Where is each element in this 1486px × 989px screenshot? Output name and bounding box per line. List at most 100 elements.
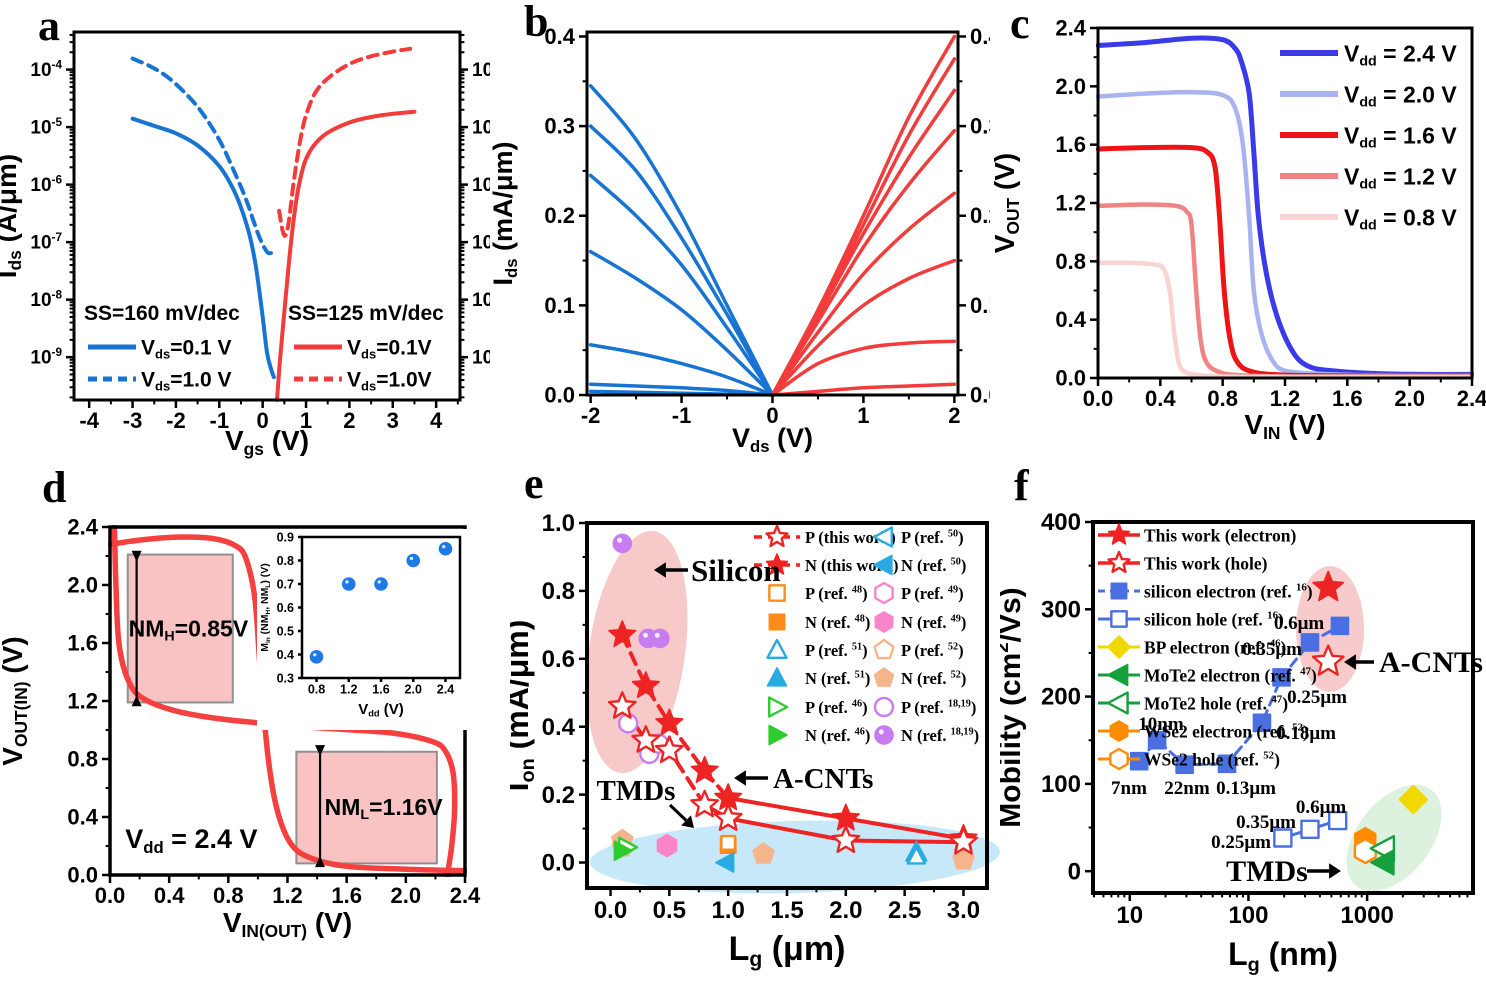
silicon-electron-ref-16-marker (1272, 668, 1291, 687)
series-p-output-1 (588, 84, 775, 397)
silicon-electron-ref-16-marker (1252, 713, 1272, 733)
x-axis-title: Vdd (V) (358, 701, 404, 719)
x-tick-label: 1.2 (1270, 386, 1301, 411)
y-axis-title: VOUT (V) (990, 153, 1023, 253)
y-tick-label: 0.7 (277, 577, 294, 591)
legend-label: WSe2 electron (ref. 52) (1144, 721, 1309, 741)
y-tick-label: 0.4 (1055, 307, 1086, 332)
y-tick-label: 10-7 (30, 231, 62, 254)
silicon-electron-ref-16-marker (1129, 751, 1149, 771)
legend-marker (1107, 635, 1131, 659)
annotation-arrow (1307, 863, 1341, 879)
annotation-arrow (734, 770, 768, 786)
x-tick-label: 0.8 (213, 883, 244, 908)
y-axis-title: Ids (mA/μm) (490, 141, 521, 285)
legend-label: MoTe2 hole (ref. 47) (1144, 693, 1288, 713)
legend-item: P (ref. 46) (768, 696, 868, 718)
legend-label: N (ref. 51) (805, 669, 870, 688)
series-p-branch-vds-1.0V (130, 56, 277, 256)
y-tick-label-right: 0.0 (970, 382, 990, 407)
series-silicon-electron-ref-16 (1129, 616, 1350, 774)
series-vtc-vdd-0.8 (1096, 260, 1474, 380)
x-tick-label: 2.5 (888, 897, 921, 924)
y-tick-label-right: 10-8 (472, 289, 490, 312)
legend-marker (1109, 747, 1129, 771)
x-axis-title: Lg (μm) (729, 930, 846, 971)
series-n-output-8 (770, 382, 957, 397)
legend-marker (1107, 663, 1129, 687)
legend-marker (873, 667, 895, 687)
legend-item: WSe2 hole (ref. 52) (1098, 747, 1280, 771)
N-this-work-marker (831, 803, 860, 831)
x-tick-label: 2.0 (829, 897, 862, 924)
legend-label: P (ref. 46) (805, 698, 868, 717)
annotation-text: A-CNTs (1379, 646, 1483, 679)
x-tick-label: -3 (123, 408, 143, 433)
legend-label: silicon electron (ref. 16) (1144, 581, 1313, 601)
annotation-text: NMH=0.85V (129, 616, 249, 645)
P-ref-48-marker (720, 834, 737, 851)
P-ref-18-19-marker (617, 713, 639, 734)
panel-f-chart: 10 100 1000 0 100 200 300 400 Lg (nm) Mobility (c… (1000, 509, 1483, 976)
annotation-text: Silicon (691, 553, 781, 588)
x-tick-label: 1.6 (372, 683, 389, 697)
legend-item: Vds=0.1 V (88, 337, 232, 361)
legend-item: This work (electron) (1098, 523, 1296, 545)
legend-label: BP electron (ref. 46) (1144, 637, 1287, 657)
y-tick-label: 0.1 (544, 293, 575, 318)
y-tick-label-right: 10-9 (472, 346, 490, 369)
annotation-text: 7nm (1111, 778, 1147, 799)
y-axis-title: Min (NMH, NML) (V) (259, 563, 272, 652)
x-tick-label: 2.4 (437, 683, 454, 697)
legend-label: P (ref. 51) (805, 641, 868, 660)
panel-e-letter: e (524, 459, 544, 508)
annotation-text: 0.6μm (1274, 613, 1325, 634)
legend-marker (765, 553, 789, 575)
y-tick-label: 0.0 (67, 862, 98, 887)
P-ref-51-marker (906, 846, 927, 865)
series-n-output-7 (770, 339, 957, 397)
y-tick-label: 1.6 (67, 630, 98, 655)
panel-b-chart: -2 -1 0 1 2 0.0 0.0 0.1 0.1 0.2 0.2 0.3 0.3 0.4 0.4 Vds… (490, 24, 990, 456)
series-n-output-4 (770, 128, 957, 397)
y-tick-label: 10-5 (30, 116, 62, 139)
y-tick-label: 0.4 (277, 648, 294, 662)
y-tick-label: 0.4 (544, 24, 575, 49)
x-tick-label: 0.8 (308, 683, 325, 697)
series-p-branch-vds-0.1V (130, 116, 276, 380)
annotation-text: 10nm (1138, 714, 1184, 735)
BP-electron-ref-46-marker (1398, 784, 1429, 815)
legend-marker (768, 613, 786, 631)
legend-item: Vdd = 2.0 V (1280, 81, 1457, 110)
y-tick-label: 1.2 (67, 688, 98, 713)
x-tick-label: 2.0 (1394, 386, 1425, 411)
legend-label: Vdd = 2.0 V (1344, 81, 1457, 110)
x-axis-title: Vgs (V) (225, 425, 309, 459)
legend-item: P (ref. 18,19) (873, 696, 976, 718)
x-tick-label: 1.0 (711, 897, 744, 924)
legend-marker (1110, 610, 1128, 628)
noise-margin-vs-vdd-marker (309, 650, 324, 664)
legend-item: silicon hole (ref. 16) (1098, 609, 1284, 629)
x-tick-label: 3.0 (947, 897, 980, 924)
legend-item: WSe2 electron (ref. 52) (1098, 720, 1309, 742)
y-tick-label: 2.0 (1055, 74, 1086, 99)
annotation-text: 0.18μm (1276, 723, 1336, 744)
x-tick-label: -2 (581, 403, 601, 428)
legend-item: N (ref. 18,19) (874, 725, 979, 745)
y-tick-label-right: 0.4 (970, 24, 990, 49)
N-this-work-marker (631, 671, 660, 699)
legend-marker (766, 638, 788, 659)
panel-c-letter: c (1010, 0, 1030, 48)
series-n-output-3 (770, 88, 957, 397)
annotation-text: 0.35μm (1236, 812, 1296, 833)
annotation-text: TMDs (597, 775, 676, 807)
y-tick-label: 0.0 (1055, 365, 1086, 390)
legend-marker (1110, 582, 1128, 600)
legend-label: Vds=1.0 V (141, 369, 232, 394)
legend-marker (1109, 720, 1129, 742)
legend-marker (1107, 523, 1131, 545)
legend-item: P (this work) (754, 524, 896, 548)
y-tick-label: 10-8 (30, 289, 62, 312)
